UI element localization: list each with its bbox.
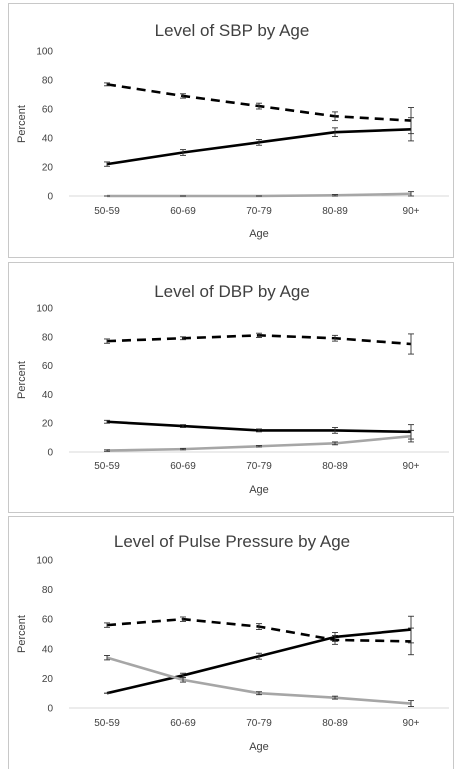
y-tick-label: 40 — [42, 134, 54, 145]
y-tick-label: 60 — [42, 361, 54, 372]
sbp-chart-panel: Level of SBP by Age 0 20 40 60 80 100 50-59 60-6… — [8, 3, 454, 258]
error-bar — [180, 677, 186, 683]
pulse-pressure-chart: Level of Pulse Pressure by Age 0 20 40 60 80 1… — [16, 532, 449, 753]
error-bar — [256, 623, 262, 631]
y-tick-label: 60 — [42, 105, 54, 116]
x-tick-label: 70-79 — [246, 206, 272, 217]
x-tick-label: 70-79 — [246, 718, 272, 729]
x-tick-label: 60-69 — [170, 718, 196, 729]
x-tick-label: 90+ — [403, 461, 420, 472]
error-bar — [408, 117, 414, 142]
x-tick-label: 70-79 — [246, 461, 272, 472]
x-tick-label: 90+ — [403, 718, 420, 729]
error-bar — [104, 419, 110, 424]
error-bar — [256, 428, 262, 433]
y-tick-label: 20 — [42, 674, 54, 685]
x-tick-label: 50-59 — [94, 206, 120, 217]
y-tick-label: 20 — [42, 419, 54, 430]
x-axis-title: Age — [249, 484, 269, 496]
x-tick-label: 60-69 — [170, 461, 196, 472]
error-bar — [180, 616, 186, 622]
error-bar — [332, 695, 338, 700]
x-axis-title: Age — [249, 228, 269, 240]
x-tick-label: 60-69 — [170, 206, 196, 217]
y-axis-title: Percent — [16, 615, 28, 653]
y-axis-title: Percent — [16, 105, 28, 143]
error-bar — [332, 127, 338, 138]
y-tick-label: 100 — [36, 47, 53, 58]
error-bar — [256, 138, 262, 146]
y-tick-label: 40 — [42, 390, 54, 401]
series-line-1 — [106, 617, 412, 643]
error-bar — [256, 652, 262, 660]
chart-title: Level of DBP by Age — [154, 282, 310, 301]
x-tick-label: 50-59 — [94, 718, 120, 729]
dbp-chart: Level of DBP by Age 0 20 40 60 80 100 50-59 60-6… — [16, 282, 449, 496]
error-bar — [104, 655, 110, 661]
x-tick-label: 80-89 — [322, 718, 348, 729]
error-bar — [408, 191, 414, 197]
x-tick-label: 80-89 — [322, 206, 348, 217]
y-axis-title: Percent — [16, 361, 28, 399]
y-tick-label: 80 — [42, 76, 54, 87]
series-line-1 — [106, 83, 412, 122]
error-bar — [408, 615, 414, 644]
error-bar — [180, 447, 186, 451]
x-tick-label: 90+ — [403, 206, 420, 217]
error-bar — [332, 334, 338, 342]
error-bar — [256, 691, 262, 696]
series-line-2 — [106, 128, 412, 166]
error-bar — [256, 445, 262, 448]
error-bar — [180, 93, 186, 99]
y-tick-label: 0 — [47, 704, 53, 715]
x-axis-title: Age — [249, 741, 269, 753]
error-bar — [408, 700, 414, 707]
chart-title: Level of Pulse Pressure by Age — [114, 532, 350, 551]
error-bar — [332, 194, 338, 197]
series-line-3 — [106, 656, 412, 705]
series-line-3 — [106, 434, 412, 452]
y-tick-label: 0 — [47, 192, 53, 203]
y-tick-label: 40 — [42, 644, 54, 655]
error-bar — [408, 333, 414, 355]
error-bar — [408, 429, 414, 443]
y-tick-label: 80 — [42, 585, 54, 596]
error-bar — [332, 111, 338, 122]
x-tick-label: 50-59 — [94, 461, 120, 472]
dbp-chart-panel: Level of DBP by Age 0 20 40 60 80 100 50-59 60-6… — [8, 262, 454, 513]
error-bar — [104, 622, 110, 628]
series-line-2 — [106, 628, 412, 695]
y-tick-label: 20 — [42, 163, 54, 174]
error-bar — [104, 338, 110, 344]
error-bar — [104, 82, 110, 87]
y-tick-label: 100 — [36, 556, 53, 567]
y-tick-label: 100 — [36, 304, 53, 315]
chart-title: Level of SBP by Age — [155, 21, 310, 40]
error-bar — [104, 449, 110, 452]
error-bar — [180, 149, 186, 156]
error-bar — [180, 336, 186, 341]
error-bar — [332, 427, 338, 434]
pulse-pressure-chart-panel: Level of Pulse Pressure by Age 0 20 40 60 80 1… — [8, 516, 454, 769]
y-tick-label: 60 — [42, 615, 54, 626]
error-bar — [332, 441, 338, 446]
error-bar — [104, 161, 110, 167]
error-bar — [332, 632, 338, 642]
x-tick-label: 80-89 — [322, 461, 348, 472]
error-bar — [180, 424, 186, 428]
error-bar — [256, 102, 262, 110]
sbp-chart: Level of SBP by Age 0 20 40 60 80 100 50-59 60-6… — [16, 21, 449, 240]
y-tick-label: 80 — [42, 332, 54, 343]
error-bar — [256, 332, 262, 338]
y-tick-label: 0 — [47, 448, 53, 459]
